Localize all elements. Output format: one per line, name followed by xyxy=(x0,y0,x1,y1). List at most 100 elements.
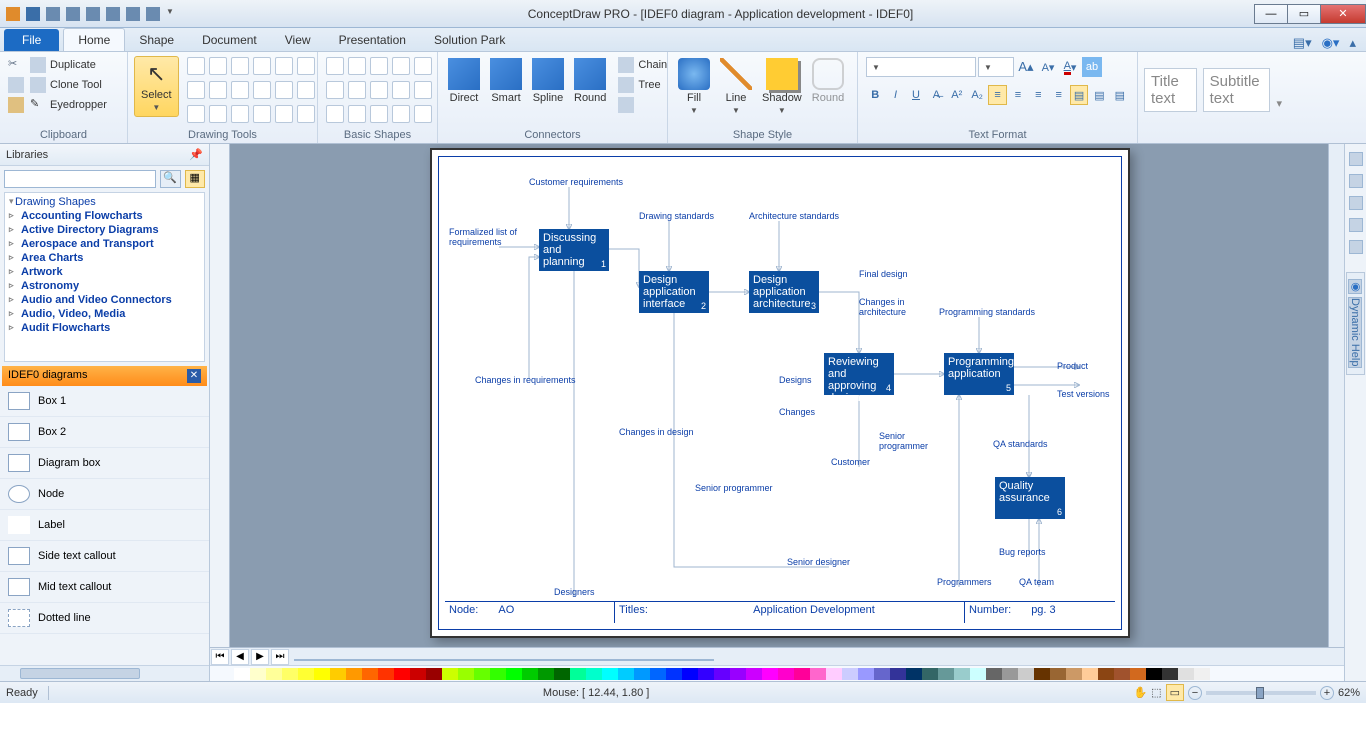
italic-button[interactable]: I xyxy=(886,85,904,105)
palette-swatch[interactable] xyxy=(378,668,394,680)
palette-swatch[interactable] xyxy=(234,668,250,680)
palette-swatch[interactable] xyxy=(986,668,1002,680)
diagram-label[interactable]: Architecture standards xyxy=(749,211,839,221)
zoom-percent[interactable]: 62% xyxy=(1338,687,1360,699)
palette-swatch[interactable] xyxy=(330,668,346,680)
diagram-label[interactable]: Test versions xyxy=(1057,389,1110,399)
palette-swatch[interactable] xyxy=(1082,668,1098,680)
palette-swatch[interactable] xyxy=(730,668,746,680)
palette-swatch[interactable] xyxy=(1162,668,1178,680)
palette-swatch[interactable] xyxy=(970,668,986,680)
strike-button[interactable]: A̶ xyxy=(927,85,945,105)
close-stencil-icon[interactable]: ✕ xyxy=(187,369,201,383)
palette-swatch[interactable] xyxy=(1130,668,1146,680)
library-item[interactable]: Audit Flowcharts xyxy=(5,321,204,335)
select-tool[interactable]: ↖ Select ▼ xyxy=(134,56,179,117)
palette-swatch[interactable] xyxy=(618,668,634,680)
palette-swatch[interactable] xyxy=(458,668,474,680)
connector-spline[interactable]: Spline xyxy=(528,56,568,106)
font-size-select[interactable]: ▼ xyxy=(978,57,1014,77)
valign-mid-button[interactable]: ▤ xyxy=(1090,85,1108,105)
close-button[interactable]: ✕ xyxy=(1320,4,1366,24)
last-page-button[interactable]: ⏭ xyxy=(271,649,289,665)
cut-button[interactable]: ✂ xyxy=(6,56,26,74)
palette-swatch[interactable] xyxy=(282,668,298,680)
diagram-label[interactable]: Programming standards xyxy=(939,307,1035,317)
maximize-button[interactable]: ▭ xyxy=(1287,4,1321,24)
rect-tool[interactable] xyxy=(187,57,205,75)
select-tool-icon[interactable]: ⬚ xyxy=(1151,686,1161,699)
palette-swatch[interactable] xyxy=(298,668,314,680)
pin-icon[interactable]: 📌 xyxy=(189,148,203,161)
palette-swatch[interactable] xyxy=(1146,668,1162,680)
diagram-label[interactable]: Customer xyxy=(831,457,870,467)
next-page-button[interactable]: ▶ xyxy=(251,649,269,665)
diagram-node[interactable]: Reviewing and approving designs4 xyxy=(824,353,894,395)
qat-icon[interactable] xyxy=(146,7,160,21)
connector-tree[interactable]: Tree xyxy=(616,76,669,94)
diagram-label[interactable]: Final design xyxy=(859,269,908,279)
qat-icon[interactable] xyxy=(6,7,20,21)
title-text-placeholder[interactable]: Title text xyxy=(1144,68,1197,112)
stencil-item[interactable]: Node xyxy=(0,479,209,510)
palette-swatch[interactable] xyxy=(698,668,714,680)
connector-smart[interactable]: Smart xyxy=(486,56,526,106)
palette-swatch[interactable] xyxy=(410,668,426,680)
connector-more[interactable] xyxy=(616,96,669,114)
palette-swatch[interactable] xyxy=(858,668,874,680)
redo-icon[interactable] xyxy=(66,7,80,21)
palette-swatch[interactable] xyxy=(874,668,890,680)
line-button[interactable]: Line▼ xyxy=(716,56,756,117)
zoom-in-button[interactable]: + xyxy=(1320,686,1334,700)
palette-swatch[interactable] xyxy=(1178,668,1194,680)
zoom-slider[interactable] xyxy=(1206,691,1316,695)
palette-swatch[interactable] xyxy=(794,668,810,680)
eyedropper-button[interactable]: ✎Eyedropper xyxy=(28,96,109,114)
diagram-label[interactable]: Designs xyxy=(779,375,812,385)
minimize-button[interactable]: — xyxy=(1254,4,1288,24)
palette-swatch[interactable] xyxy=(490,668,506,680)
qat-icon[interactable] xyxy=(106,7,120,21)
palette-swatch[interactable] xyxy=(906,668,922,680)
search-button[interactable]: 🔍 xyxy=(160,170,181,188)
curve-tool[interactable] xyxy=(253,57,271,75)
rail-icon[interactable] xyxy=(1349,174,1363,188)
diagram-label[interactable]: Senior programmer xyxy=(695,483,773,493)
stencil-item[interactable]: Label xyxy=(0,510,209,541)
underline-button[interactable]: U xyxy=(907,85,925,105)
diagram-node[interactable]: Programming application5 xyxy=(944,353,1014,395)
palette-swatch[interactable] xyxy=(746,668,762,680)
palette-swatch[interactable] xyxy=(826,668,842,680)
bold-button[interactable]: B xyxy=(866,85,884,105)
palette-swatch[interactable] xyxy=(1050,668,1066,680)
subtitle-text-placeholder[interactable]: Subtitle text xyxy=(1203,68,1271,112)
palette-swatch[interactable] xyxy=(954,668,970,680)
align-center-button[interactable]: ≡ xyxy=(1009,85,1027,105)
valign-bot-button[interactable]: ▤ xyxy=(1111,85,1129,105)
diagram-label[interactable]: Programmers xyxy=(937,577,992,587)
connector-chain[interactable]: Chain xyxy=(616,56,669,74)
fit-page-icon[interactable]: ▭ xyxy=(1166,684,1184,701)
scribble-tool[interactable] xyxy=(297,57,315,75)
library-item[interactable]: Aerospace and Transport xyxy=(5,237,204,251)
diagram-label[interactable]: Changes xyxy=(779,407,815,417)
font-family-select[interactable]: ▼ xyxy=(866,57,976,77)
canvas-vscroll[interactable] xyxy=(1328,144,1344,647)
stencil-item[interactable]: Box 2 xyxy=(0,417,209,448)
hand-tool-icon[interactable]: ✋ xyxy=(1133,686,1147,699)
tab-home[interactable]: Home xyxy=(63,28,125,51)
palette-swatch[interactable] xyxy=(1098,668,1114,680)
highlight-icon[interactable]: ab xyxy=(1082,57,1102,77)
library-list[interactable]: Drawing Shapes Accounting Flowcharts Act… xyxy=(4,192,205,362)
increase-font-icon[interactable]: A▴ xyxy=(1016,57,1036,77)
diagram-label[interactable]: Bug reports xyxy=(999,547,1046,557)
undo-icon[interactable] xyxy=(46,7,60,21)
palette-swatch[interactable] xyxy=(666,668,682,680)
tab-shape[interactable]: Shape xyxy=(125,29,188,51)
poly-tool[interactable] xyxy=(275,57,293,75)
palette-swatch[interactable] xyxy=(570,668,586,680)
first-page-button[interactable]: ⏮ xyxy=(211,649,229,665)
palette-swatch[interactable] xyxy=(1002,668,1018,680)
library-search-input[interactable] xyxy=(4,170,156,188)
canvas[interactable]: Discussing and planning1 Design applicat… xyxy=(230,144,1328,647)
